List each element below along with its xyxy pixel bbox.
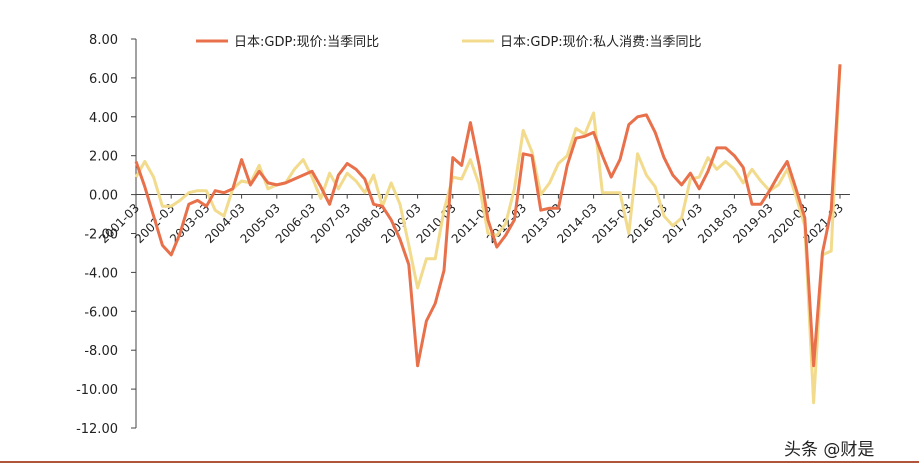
y-tick-label: 4.00 — [89, 111, 118, 126]
y-tick-label: 2.00 — [89, 150, 118, 165]
y-tick-label: -10.00 — [76, 383, 118, 398]
legend-label-gdp: 日本:GDP:现价:当季同比 — [234, 35, 379, 50]
y-tick-label: -8.00 — [84, 344, 118, 359]
y-tick-label: -12.00 — [76, 422, 118, 437]
legend-label-consumption: 日本:GDP:现价:私人消费:当季同比 — [500, 35, 701, 50]
y-tick-label: -4.00 — [84, 266, 118, 281]
y-tick-label: -6.00 — [84, 305, 118, 320]
y-tick-label: 0.00 — [89, 189, 118, 204]
y-tick-label: 8.00 — [89, 33, 118, 48]
bottom-rule — [0, 461, 919, 463]
y-axis: 8.00 6.00 4.00 2.00 0.00 -2.00 -4.00 -6.00 -8.00… — [76, 33, 137, 437]
series-line-consumption — [134, 64, 842, 405]
series-lines — [134, 64, 842, 405]
watermark: 头条 @财是 — [784, 440, 874, 460]
y-tick-label: -2.00 — [84, 228, 118, 243]
legend: 日本:GDP:现价:当季同比 日本:GDP:现价:私人消费:当季同比 — [196, 35, 701, 50]
y-tick-label: 6.00 — [89, 72, 118, 87]
series-line-gdp — [134, 64, 842, 368]
